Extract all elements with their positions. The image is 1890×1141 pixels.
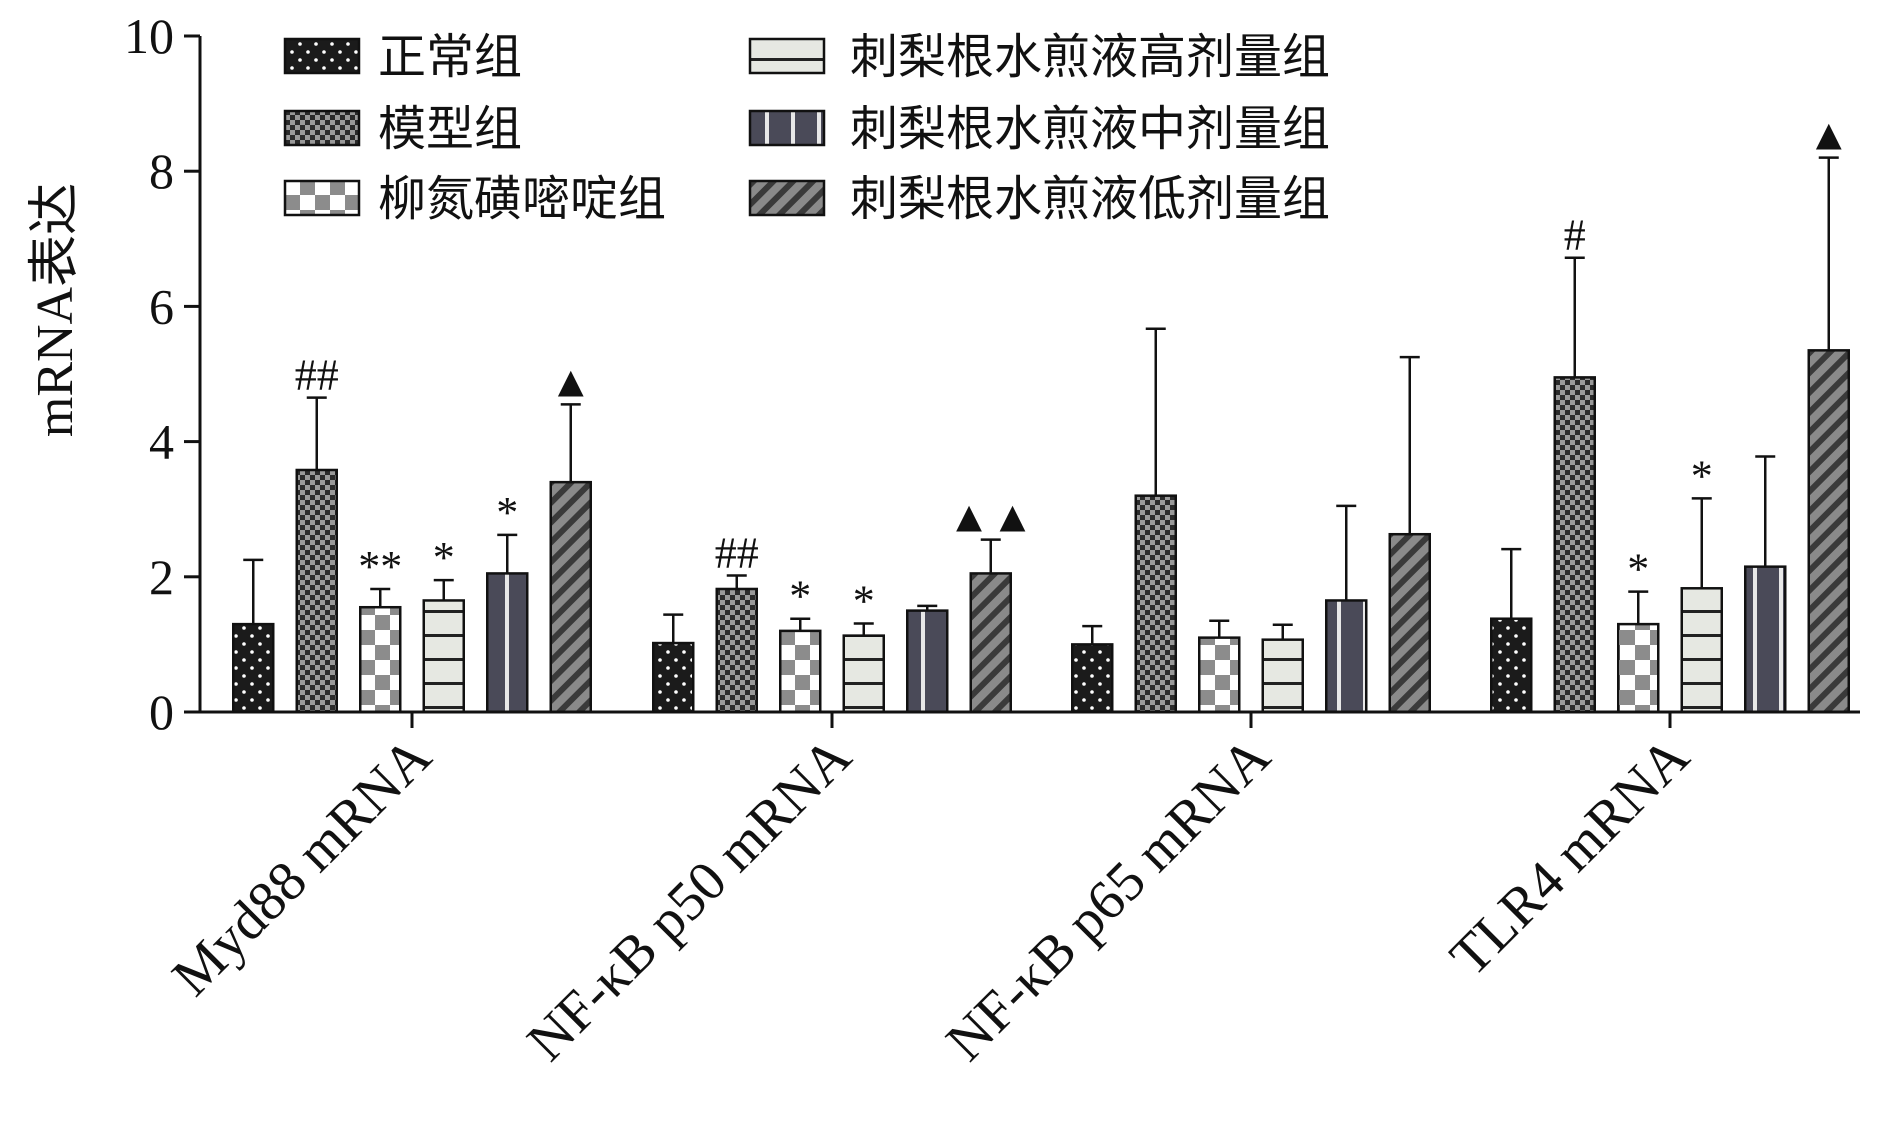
bar bbox=[232, 622, 275, 714]
significance-annotation: ▲ bbox=[1807, 111, 1851, 160]
significance-annotation: * bbox=[853, 576, 875, 625]
legend-label: 刺梨根水煎液高剂量组 bbox=[850, 31, 1330, 84]
bar-group bbox=[1071, 327, 1431, 714]
legend-swatch bbox=[748, 37, 826, 75]
y-axis: 0 2 4 6 8 10 bbox=[124, 8, 202, 740]
significance-annotation: ## bbox=[715, 528, 759, 577]
x-category-label: Myd88 mRNA bbox=[161, 725, 444, 1008]
bar-group: ## * * ▲▲ bbox=[652, 493, 1034, 714]
legend-swatch bbox=[283, 179, 361, 217]
bar bbox=[295, 468, 338, 714]
legend-swatch bbox=[283, 109, 361, 147]
bar bbox=[1744, 565, 1787, 714]
x-category-label: NF-κB p65 mRNA bbox=[935, 725, 1283, 1073]
legend-swatch bbox=[748, 179, 826, 217]
bar bbox=[652, 641, 695, 714]
legend-item: 模型组 bbox=[283, 103, 522, 156]
bar bbox=[906, 609, 949, 714]
bar bbox=[1807, 349, 1850, 714]
bar bbox=[1071, 643, 1114, 714]
x-category-label: NF-κB p50 mRNA bbox=[516, 725, 864, 1073]
y-tick-label: 2 bbox=[149, 549, 174, 605]
bar bbox=[1261, 638, 1304, 714]
bar bbox=[359, 605, 402, 714]
legend-label: 正常组 bbox=[378, 31, 522, 84]
legend-label: 刺梨根水煎液中剂量组 bbox=[850, 103, 1330, 156]
y-tick-label: 8 bbox=[149, 143, 174, 199]
bar bbox=[969, 572, 1012, 714]
legend-item: 刺梨根水煎液低剂量组 bbox=[748, 173, 1330, 226]
x-axis: Myd88 mRNA NF-κB p50 mRNA NF-κB p65 mRNA TL… bbox=[161, 710, 1860, 1073]
significance-annotation: # bbox=[1564, 211, 1586, 260]
significance-annotation: ** bbox=[358, 542, 402, 591]
bar bbox=[1198, 636, 1241, 714]
significance-annotation: ▲ bbox=[549, 357, 593, 406]
legend-item: 刺梨根水煎液中剂量组 bbox=[748, 103, 1330, 156]
significance-annotation: ## bbox=[295, 351, 339, 400]
legend-item: 刺梨根水煎液高剂量组 bbox=[748, 31, 1330, 84]
bar bbox=[1617, 622, 1660, 714]
bar bbox=[1680, 587, 1723, 714]
legend-label: 模型组 bbox=[378, 103, 522, 156]
significance-annotation: * bbox=[789, 572, 811, 621]
legend-label: 柳氮磺嘧啶组 bbox=[378, 173, 666, 226]
bar bbox=[715, 587, 758, 714]
legend-swatch bbox=[748, 109, 826, 147]
bar bbox=[549, 480, 592, 714]
bar bbox=[486, 572, 529, 714]
significance-annotation: * bbox=[496, 488, 518, 537]
y-axis-title: mRNA表达 bbox=[27, 183, 84, 437]
bar bbox=[1325, 599, 1368, 714]
significance-annotation: * bbox=[1627, 545, 1649, 594]
bar bbox=[1134, 494, 1177, 714]
bar bbox=[779, 629, 822, 714]
bar bbox=[1553, 376, 1596, 714]
bar-group: # * * ▲ bbox=[1490, 111, 1851, 714]
y-tick-label: 6 bbox=[149, 278, 174, 334]
significance-annotation: * bbox=[1691, 451, 1713, 500]
bar bbox=[1388, 532, 1431, 714]
significance-annotation: ▲▲ bbox=[947, 493, 1034, 542]
legend-item: 柳氮磺嘧啶组 bbox=[283, 173, 666, 226]
legend-item: 正常组 bbox=[283, 31, 522, 84]
bars-layer: ##** **▲##* *▲▲#**▲ bbox=[232, 111, 1851, 714]
bar bbox=[842, 634, 885, 714]
y-tick-label: 4 bbox=[149, 414, 174, 470]
bar bbox=[422, 599, 465, 714]
y-tick-label: 10 bbox=[124, 8, 174, 64]
x-category-label: TLR4 mRNA bbox=[1438, 725, 1701, 988]
legend-label: 刺梨根水煎液低剂量组 bbox=[850, 173, 1330, 226]
y-tick-label: 0 bbox=[149, 684, 174, 740]
legend-swatch bbox=[283, 37, 361, 75]
significance-annotation: * bbox=[433, 533, 455, 582]
bar bbox=[1490, 617, 1533, 714]
bar-group: ##** **▲ bbox=[232, 351, 593, 714]
